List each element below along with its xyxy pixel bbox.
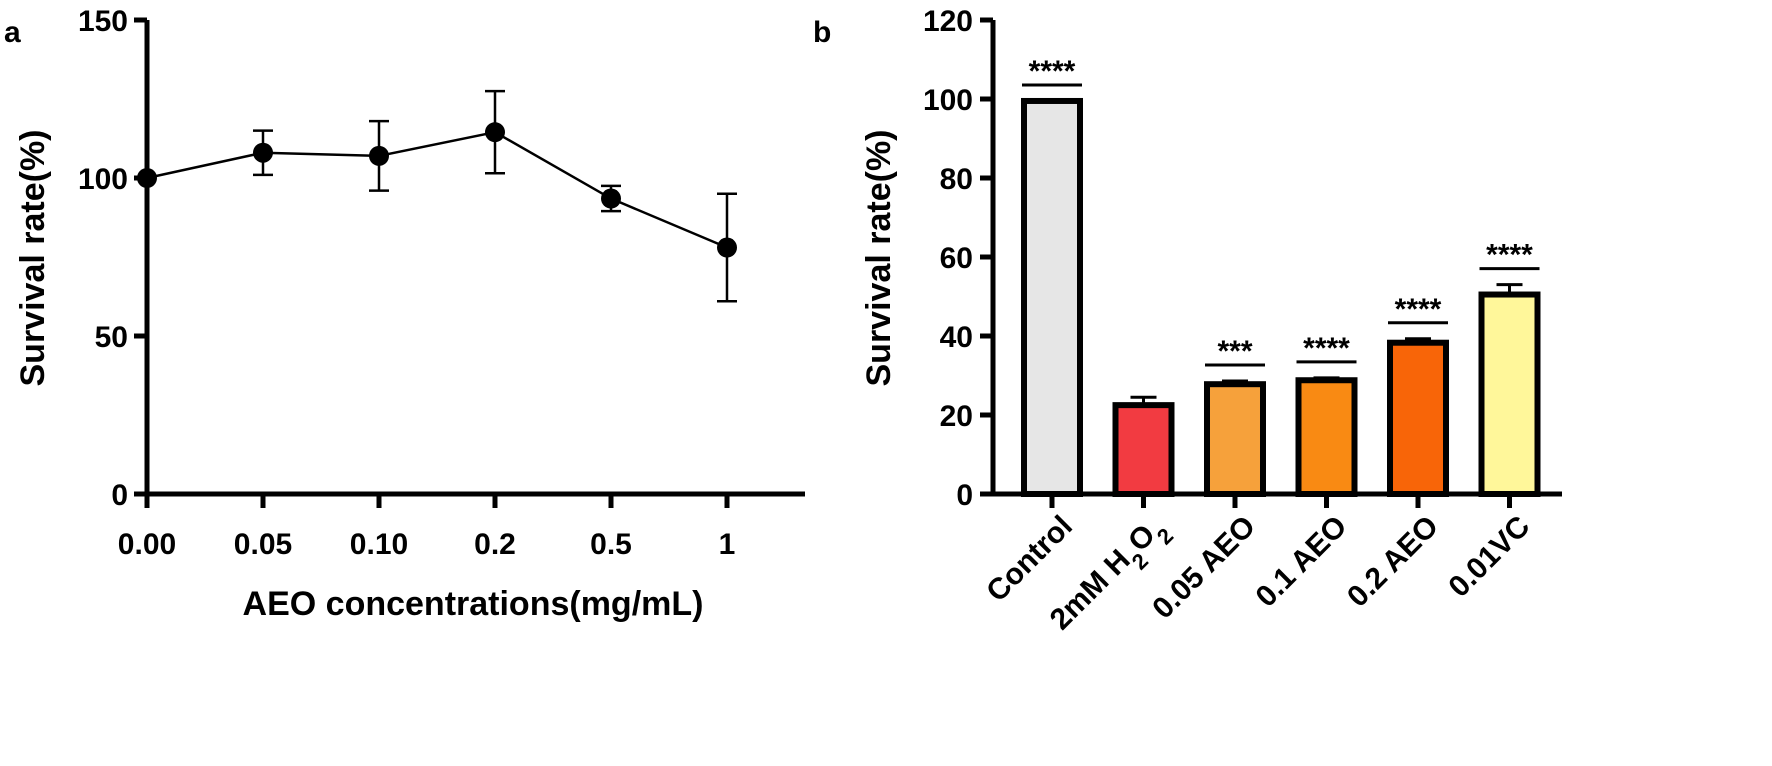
panel-b-y-tick-label: 60: [940, 242, 973, 275]
panel-a-y-tick-label: 50: [95, 321, 128, 354]
panel-a-polyline: [146, 130, 728, 249]
panel-a-line-chart: a 0 50 100 150 0.00 0.05 0.10 0.2 0.5 1 AEO conc…: [4, 5, 805, 623]
panel-b-y-tick-label: 100: [923, 84, 973, 117]
panel-b-y-ticks: 0 20 40 60 80 100 120: [923, 5, 993, 512]
panel-b-y-axis-title: Survival rate(%): [860, 130, 898, 387]
panel-a-x-tick-label: 0.05: [234, 528, 292, 561]
panel-b-y-tick-label: 80: [940, 163, 973, 196]
panel-b-x-tick-label: 0.2 AEO: [1341, 510, 1445, 614]
panel-a-data-point: [601, 188, 621, 209]
panel-a-y-tick-label: 0: [111, 479, 128, 512]
panel-b-bars: [1021, 97, 1541, 497]
panel-b-y-tick-label: 120: [923, 5, 973, 38]
panel-b-bar: [1204, 381, 1266, 497]
panel-a-data-point: [137, 168, 157, 188]
panel-b-bar: [1021, 97, 1083, 497]
panel-a-y-axis-title: Survival rate(%): [14, 130, 52, 387]
panel-b-bar: [1295, 377, 1358, 497]
panel-b-bar: [1478, 291, 1541, 497]
panel-b-error-bars: [1130, 283, 1523, 406]
panel-a-x-ticks: 0.00 0.05 0.10 0.2 0.5 1: [118, 494, 736, 561]
panel-b-letter: b: [813, 16, 831, 49]
panel-a-x-tick-label: 0.2: [474, 528, 516, 561]
panel-b-significance-stars: ****: [1303, 332, 1350, 365]
panel-a-points: [137, 122, 737, 258]
panel-a-data-point: [485, 122, 505, 143]
panel-b-x-tick-label: 0.1 AEO: [1250, 510, 1354, 614]
panel-a-y-tick-label: 150: [78, 5, 128, 38]
panel-b-y-tick-label: 20: [940, 400, 973, 433]
panel-b-bar: [1387, 339, 1449, 497]
panel-a-x-axis-title: AEO concentrations(mg/mL): [243, 585, 704, 623]
panel-b-x-tick-label: 0.01VC: [1442, 510, 1536, 604]
panel-b-y-tick-label: 40: [940, 321, 973, 354]
panel-b-significance-stars: ***: [1217, 335, 1252, 368]
panel-a-x-tick-label: 0.10: [350, 528, 408, 561]
panel-a-x-tick-label: 1: [719, 528, 736, 561]
panel-b-y-tick-label: 0: [956, 479, 973, 512]
panel-b-bar: [1112, 402, 1175, 497]
panel-a-y-ticks: 0 50 100 150: [78, 5, 147, 512]
panel-a-series-line: [146, 130, 728, 249]
panel-a-x-tick-label: 0.00: [118, 528, 176, 561]
panel-a-data-point: [253, 142, 273, 163]
panel-a-letter: a: [4, 16, 21, 49]
panel-b-significance-stars: ****: [1395, 293, 1442, 326]
panel-b-significance-stars: ****: [1029, 55, 1076, 88]
panel-a-data-point: [369, 145, 389, 166]
panel-b-significance-marks: ******* ************: [1022, 55, 1540, 368]
panel-a-y-tick-label: 100: [78, 163, 128, 196]
panel-b-significance-stars: ****: [1486, 239, 1533, 272]
panel-a-x-tick-label: 0.5: [590, 528, 632, 561]
panel-a-data-point: [717, 237, 737, 258]
